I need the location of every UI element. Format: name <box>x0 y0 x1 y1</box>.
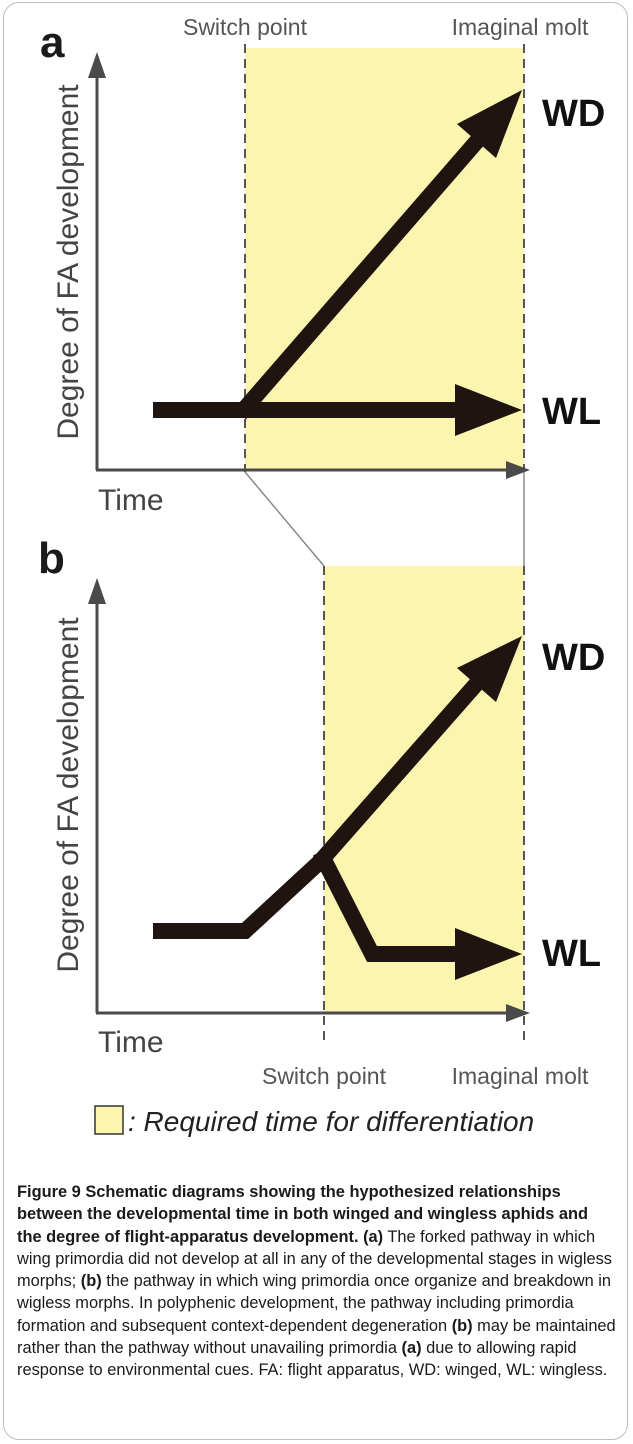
panel-b-label: b <box>38 534 65 583</box>
panel-b-wd-label: WD <box>542 637 605 679</box>
panel-a-y-axis-arrowhead <box>88 52 106 78</box>
panel-a-wl-label: WL <box>542 391 601 433</box>
panel-b-imaginal-molt-label: Imaginal molt <box>452 1063 589 1089</box>
panel-b-switch-point-label: Switch point <box>262 1063 387 1089</box>
switch-point-connector <box>244 471 325 567</box>
panel-a-x-axis-arrowhead <box>506 461 530 479</box>
caption-ref-b-second: (b) <box>451 1316 473 1335</box>
panel-a-imaginal-molt-label: Imaginal molt <box>452 14 589 40</box>
caption-text-3: may be maintained rather than the pathwa… <box>17 1316 616 1358</box>
panel-a-y-axis-label: Degree of FA development <box>52 84 85 440</box>
panel-b-y-axis-label: Degree of FA development <box>52 617 85 973</box>
panel-a-winged-pathway-arrow <box>233 134 485 420</box>
panel-b-wl-label: WL <box>542 933 601 975</box>
legend: : Required time for differentiation <box>94 1105 534 1137</box>
legend-swatch <box>94 1105 124 1135</box>
figure-caption: Figure 9 Schematic diagrams showing the … <box>17 1181 617 1382</box>
caption-title: Schematic diagrams showing the hypothesi… <box>17 1183 589 1246</box>
legend-text: : Required time for differentiation <box>128 1106 534 1137</box>
schematic-figure: a Switch point Imaginal molt Degree of F… <box>38 14 605 1137</box>
panel-b-y-axis-arrowhead <box>88 578 106 604</box>
caption-ref-a-second: (a) <box>401 1339 422 1358</box>
panel-b-winged-pathway-arrow <box>311 676 485 870</box>
panel-b-x-axis-label: Time <box>98 1026 164 1059</box>
caption-ref-b: (b) <box>80 1272 102 1291</box>
panel-b-x-axis-arrowhead <box>506 1004 530 1022</box>
panel-b-common-pathway <box>153 852 330 939</box>
panel-a-winged-arrowhead <box>457 90 522 158</box>
panel-a: a Switch point Imaginal molt Degree of F… <box>40 14 605 517</box>
panel-b: b Degree of FA development Time WD WL Sw… <box>38 534 605 1089</box>
caption-figure-label: Figure 9 <box>17 1183 81 1201</box>
panel-b-winged-arrowhead <box>457 636 522 702</box>
panel-a-label: a <box>40 18 65 67</box>
caption-ref-a: (a) <box>363 1227 384 1246</box>
caption-text-4: due to allowing rapid response to enviro… <box>17 1339 608 1380</box>
caption-text-1: The forked pathway in which wing primord… <box>17 1227 612 1291</box>
panel-b-wingless-pathway-arrow <box>312 848 460 962</box>
panel-b-wingless-arrowhead <box>455 928 522 980</box>
panel-a-wd-label: WD <box>542 93 605 135</box>
panel-a-x-axis-label: Time <box>98 484 164 517</box>
panel-a-switch-point-label: Switch point <box>183 14 308 40</box>
caption-text-2: the pathway in which wing primordia once… <box>17 1272 612 1335</box>
panel-a-wingless-arrowhead <box>455 384 522 436</box>
